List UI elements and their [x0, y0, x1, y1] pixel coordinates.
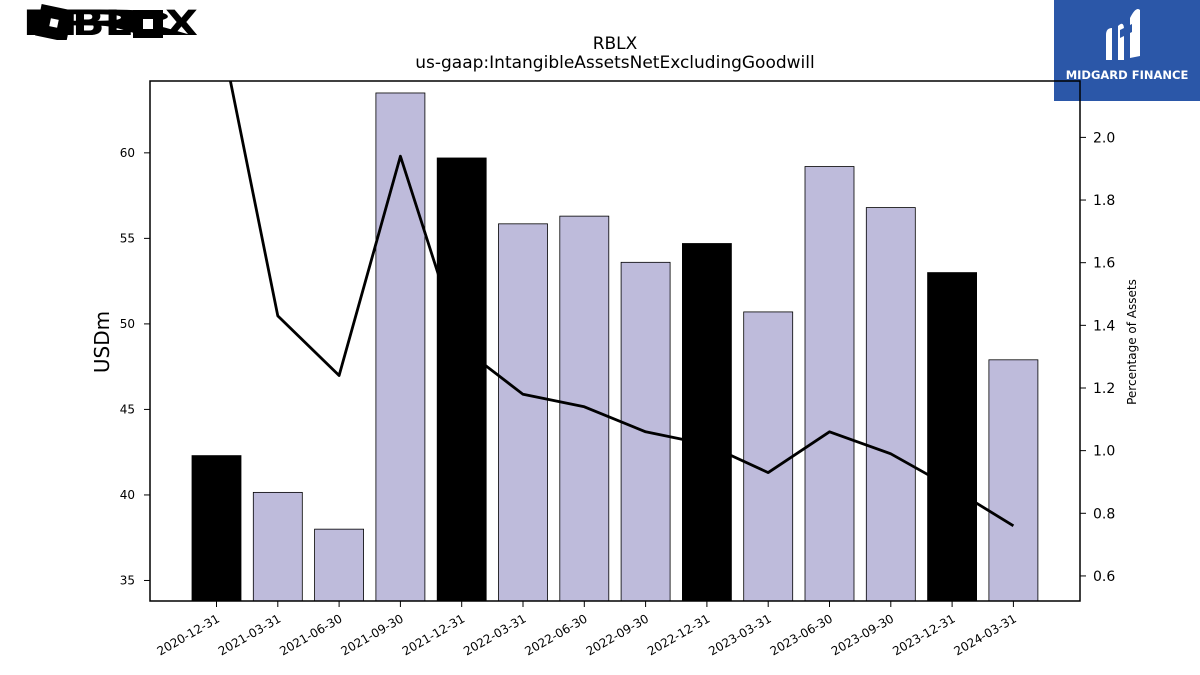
bar-2023-12-31 [927, 272, 977, 602]
x-tick-label: 2023-03-31 [706, 611, 773, 658]
x-tick-label: 2021-03-31 [216, 611, 283, 658]
x-tick-label: 2023-06-30 [768, 611, 835, 658]
x-axis: 2020-12-312021-03-312021-06-302021-09-30… [155, 601, 1019, 658]
line-series [228, 81, 1015, 527]
x-tick-label: 2022-09-30 [584, 611, 651, 658]
y2-tick-label: 1.0 [1093, 444, 1115, 460]
x-tick-label: 2023-09-30 [829, 611, 896, 658]
x-tick-label: 2021-12-31 [400, 611, 467, 658]
y-tick-label: 55 [120, 231, 135, 245]
bar-2021-12-31 [436, 157, 487, 602]
y2-tick-label: 1.4 [1093, 318, 1115, 334]
chart-subtitle: us-gaap:IntangibleAssetsNetExcludingGood… [415, 53, 814, 73]
bar-2023-06-30 [804, 166, 855, 602]
bar-2021-06-30 [314, 528, 365, 602]
bar-2023-03-31 [743, 311, 794, 602]
roblox-logo: R BL X [4, 4, 199, 44]
y-axis-right: 0.6 0.8 1.0 1.2 1.4 1.6 1.8 2.0 [1080, 130, 1115, 585]
bar-2022-06-30 [559, 215, 610, 602]
x-tick-label: 2022-03-31 [461, 611, 528, 658]
x-tick-label: 2023-12-31 [890, 611, 957, 658]
bar-2024-03-31 [988, 359, 1039, 602]
bar-series [191, 92, 1039, 602]
x-tick-label: 2024-03-31 [951, 611, 1018, 658]
bar-2020-12-31 [191, 455, 242, 602]
midgard-finance-logo: MIDGARD FINANCE [1054, 0, 1200, 101]
bar-2022-12-31 [682, 243, 732, 602]
bar-2023-09-30 [865, 207, 916, 602]
y-axis-label: USDm [90, 311, 114, 373]
midgard-m-icon [1106, 9, 1140, 60]
midgard-finance-label: MIDGARD FINANCE [1065, 68, 1189, 82]
y-tick-label: 35 [120, 573, 135, 587]
svg-text:X: X [165, 4, 198, 40]
x-tick-label: 2022-12-31 [645, 611, 712, 658]
y2-tick-label: 1.6 [1093, 256, 1115, 272]
y-axis-left: 35 40 45 50 55 60 [120, 146, 150, 587]
x-tick-label: 2021-06-30 [277, 611, 344, 658]
x-tick-label: 2021-09-30 [338, 611, 405, 658]
chart-title: RBLX [593, 34, 638, 54]
y2-axis-label: Percentage of Assets [1125, 279, 1139, 405]
x-tick-label: 2022-06-30 [522, 611, 589, 658]
y2-tick-label: 2.0 [1093, 130, 1115, 146]
bar-2022-03-31 [498, 223, 548, 602]
y-tick-label: 50 [120, 317, 135, 331]
y2-tick-label: 0.8 [1093, 506, 1115, 522]
svg-text:BL: BL [72, 4, 132, 40]
x-tick-label: 2020-12-31 [155, 611, 222, 658]
percentage-line [228, 81, 1015, 527]
svg-text:R: R [4, 4, 196, 40]
y-tick-label: 60 [120, 146, 135, 160]
bar-2021-09-30 [375, 92, 426, 602]
y-tick-label: 40 [120, 488, 135, 502]
bar-2021-03-31 [252, 491, 303, 602]
y2-tick-label: 1.8 [1093, 193, 1115, 209]
plot-frame [149, 80, 1081, 602]
y-tick-label: 45 [120, 402, 135, 416]
y2-tick-label: 1.2 [1093, 381, 1115, 397]
y2-tick-label: 0.6 [1093, 569, 1115, 585]
